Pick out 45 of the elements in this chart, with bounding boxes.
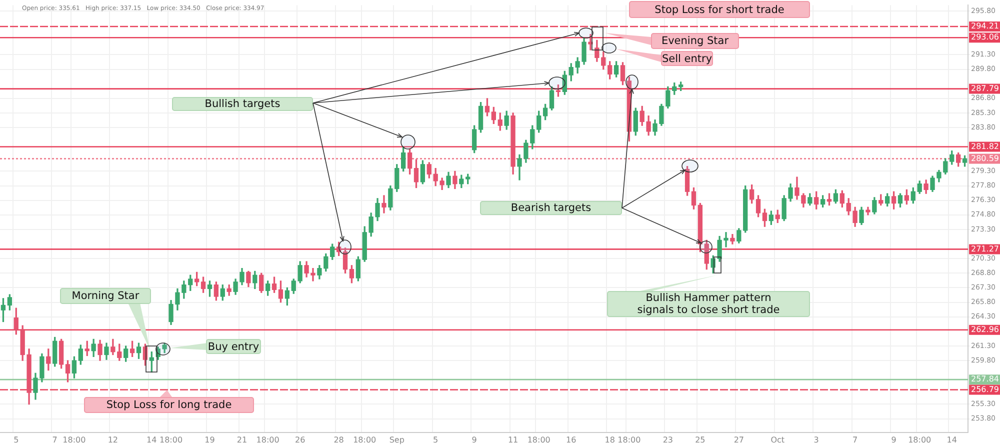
x-tick-label: 9: [891, 435, 896, 444]
annotation: Morning Star: [60, 290, 151, 302]
ref-line-label: 287.79: [971, 84, 999, 93]
x-tick-label: 16: [566, 435, 576, 444]
ref-line-label: 257.84: [971, 374, 999, 384]
x-tick-label: 23: [662, 435, 674, 444]
ref-line-label: 293.06: [971, 32, 999, 42]
x-tick-label: Oct: [770, 435, 785, 444]
x-tick-label: 3: [814, 435, 819, 444]
x-tick-label: 5: [14, 435, 19, 444]
x-tick-label: 18:00: [527, 435, 550, 444]
ref-line-label: 271.27: [971, 244, 999, 254]
x-tick-label: 18:00: [618, 435, 641, 444]
x-tick-label: 7: [852, 435, 858, 444]
x-tick-label: 14: [946, 435, 957, 444]
x-tick-label: Sep: [389, 435, 404, 444]
x-tick-label: 18:00: [353, 435, 376, 444]
x-tick-label: 11: [508, 435, 518, 444]
x-tick-label: 9: [472, 435, 477, 444]
x-tick-label: 12: [108, 435, 118, 444]
x-tick-label: 14: [146, 435, 157, 444]
annotation: Bullish Hammer pattern signals to close short trade: [607, 292, 810, 316]
x-tick-label: 27: [734, 435, 744, 444]
ref-line-label: 256.79: [971, 384, 999, 394]
x-tick-label: 18:00: [62, 435, 86, 444]
candlestick: [382, 195, 386, 214]
x-tick-label: 19: [204, 435, 215, 444]
ref-line-label: 262.96: [971, 324, 999, 334]
x-tick-label: 18:00: [256, 435, 280, 444]
ref-line-label: 281.82: [971, 142, 999, 151]
x-tick-label: 21: [236, 435, 248, 444]
ref-line-label: 294.21: [971, 22, 999, 31]
x-tick-label: 18: [604, 435, 615, 444]
x-tick-label: 25: [695, 435, 706, 444]
x-tick-label: 26: [294, 435, 306, 444]
x-tick-label: 18:00: [159, 435, 183, 444]
x-tick-label: 28: [334, 435, 344, 444]
x-tick-label: 7: [52, 435, 58, 444]
annotation: Stop Loss for long trade: [84, 399, 254, 411]
ref-line-label: 280.59: [971, 154, 999, 163]
x-tick-label: 5: [433, 435, 438, 444]
x-tick-label: 18:00: [908, 435, 932, 444]
annotation: Sell entry: [661, 52, 713, 64]
annotation: Buy entry: [206, 340, 261, 352]
annotation: Evening Star: [651, 35, 739, 47]
